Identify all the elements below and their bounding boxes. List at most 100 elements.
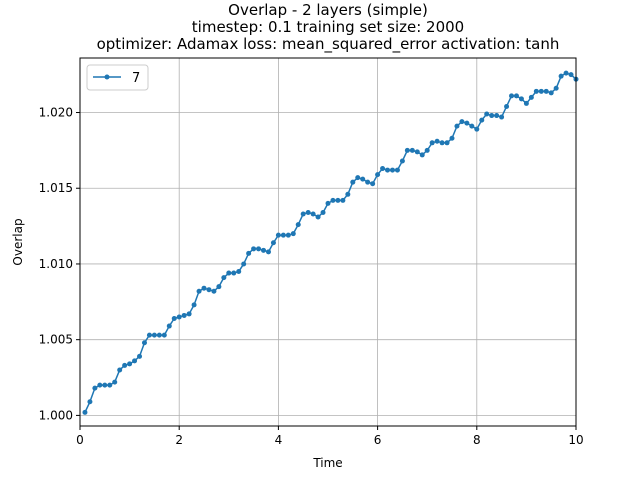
y-tick-label: 1.000 — [39, 408, 73, 422]
data-point — [444, 140, 450, 146]
data-point — [82, 409, 88, 415]
data-point — [206, 287, 212, 293]
data-point — [107, 382, 113, 388]
legend: 7 — [86, 64, 149, 91]
data-point — [161, 332, 167, 338]
chart-title-line-2: timestep: 0.1 training set size: 2000 — [192, 18, 464, 36]
ticks: 0 2 4 6 8 10 1.000 1.005 1.010 1.015 1.020 — [39, 106, 584, 447]
data-point — [504, 103, 510, 109]
data-point — [360, 176, 366, 182]
data-point — [285, 232, 291, 238]
data-point — [543, 88, 549, 94]
data-point — [404, 147, 410, 153]
data-point — [509, 93, 515, 99]
data-point — [439, 140, 445, 146]
data-point — [146, 332, 152, 338]
grid — [79, 58, 577, 426]
data-point — [275, 232, 281, 238]
data-point — [528, 94, 534, 100]
x-tick-label: 4 — [275, 433, 283, 447]
data-point — [310, 211, 316, 217]
data-point — [122, 362, 128, 368]
data-point — [236, 269, 242, 275]
data-point — [513, 93, 519, 99]
data-point — [380, 166, 386, 172]
data-point — [568, 72, 574, 78]
data-point — [241, 261, 247, 267]
x-axis-label: Time — [312, 456, 342, 470]
data-point — [290, 231, 296, 237]
data-point — [394, 167, 400, 173]
data-point — [325, 200, 331, 206]
series-layer — [82, 70, 579, 415]
data-point — [97, 382, 103, 388]
data-point — [295, 222, 301, 228]
data-point — [112, 379, 118, 385]
data-point — [141, 340, 147, 346]
data-point — [137, 353, 143, 359]
data-point — [221, 275, 227, 281]
data-point — [216, 284, 222, 290]
y-tick-label: 1.020 — [39, 106, 73, 120]
data-point — [196, 288, 202, 294]
data-point — [518, 96, 524, 102]
data-point — [385, 167, 391, 173]
data-point — [464, 120, 470, 126]
data-point — [479, 117, 485, 123]
data-point — [87, 399, 93, 405]
data-point — [340, 197, 346, 203]
data-point — [553, 85, 559, 91]
data-point — [201, 285, 207, 291]
data-point — [389, 167, 395, 173]
y-tick-label: 1.010 — [39, 257, 73, 271]
data-point — [499, 114, 505, 120]
data-point — [494, 113, 500, 119]
data-point — [365, 179, 371, 185]
data-point — [191, 302, 197, 308]
data-point — [523, 100, 529, 106]
data-point — [300, 211, 306, 217]
data-point — [171, 315, 177, 321]
data-point — [265, 249, 271, 255]
data-point — [261, 247, 267, 253]
data-point — [484, 111, 490, 117]
data-point — [424, 147, 430, 153]
data-point — [474, 126, 480, 132]
data-point — [305, 209, 311, 215]
data-point — [350, 179, 356, 185]
data-point — [315, 214, 321, 220]
data-point — [102, 382, 108, 388]
data-point — [558, 73, 564, 79]
data-point — [409, 147, 415, 153]
data-point — [370, 181, 376, 187]
data-point — [434, 138, 440, 144]
x-tick-label: 6 — [374, 433, 382, 447]
data-point — [454, 123, 460, 129]
chart-title-line-1: Overlap - 2 layers (simple) — [228, 1, 428, 19]
data-point — [181, 312, 187, 318]
data-point — [538, 88, 544, 94]
data-point — [489, 113, 495, 119]
data-point — [117, 367, 123, 373]
data-point — [226, 270, 232, 276]
data-point — [176, 314, 182, 320]
data-point — [399, 158, 405, 164]
data-point — [419, 152, 425, 158]
y-tick-label: 1.015 — [39, 181, 73, 195]
data-point — [280, 232, 286, 238]
data-point — [246, 250, 252, 256]
data-point — [459, 119, 465, 125]
data-point — [449, 135, 455, 141]
data-point — [186, 311, 192, 317]
data-point — [414, 149, 420, 155]
data-point — [320, 209, 326, 215]
x-tick-label: 8 — [473, 433, 481, 447]
data-point — [429, 140, 435, 146]
axes-frame — [79, 57, 577, 427]
data-point — [270, 240, 276, 246]
data-point — [132, 358, 138, 364]
data-point — [92, 385, 98, 391]
data-point — [127, 361, 133, 367]
chart-title-line-3: optimizer: Adamax loss: mean_squared_err… — [97, 35, 560, 54]
